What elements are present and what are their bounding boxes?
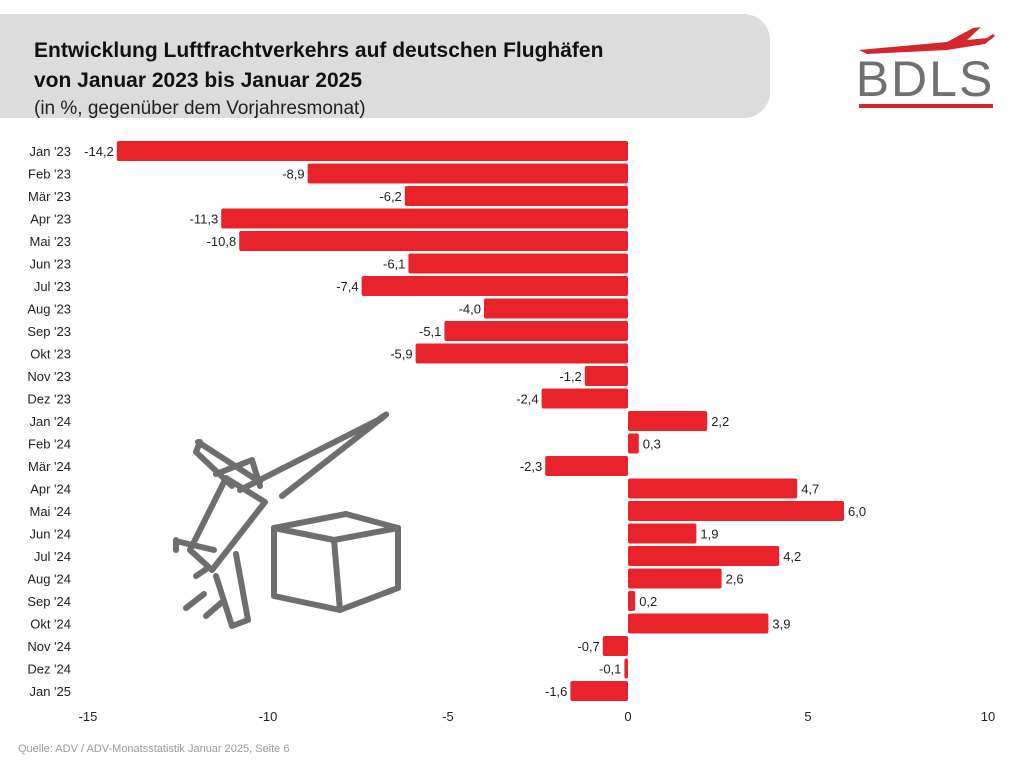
category-label: Apr '23 xyxy=(30,212,71,227)
value-label: -4,0 xyxy=(459,302,481,317)
bar xyxy=(221,208,628,229)
bar xyxy=(584,366,628,386)
value-label: -0,7 xyxy=(577,639,599,654)
bar xyxy=(570,681,628,701)
bar xyxy=(628,478,798,499)
value-label: -1,2 xyxy=(559,369,581,384)
chart-title-line-2: von Januar 2023 bis Januar 2025 xyxy=(34,69,363,92)
category-label: Sep '23 xyxy=(27,324,71,339)
category-label: Aug '24 xyxy=(27,572,71,587)
chart-title: Entwicklung Luftfrachtverkehrs auf deuts… xyxy=(34,36,603,96)
bar-chart: Jan '23 -14,2 Feb '23 -8,9 Mär '23 -6,2 Apr '2… xyxy=(27,141,996,724)
airplane-icon xyxy=(859,27,995,54)
value-label: -10,8 xyxy=(207,234,237,249)
category-label: Okt '23 xyxy=(30,347,71,362)
bdls-logo: BDLS xyxy=(856,27,995,108)
category-label: Jan '24 xyxy=(29,414,71,429)
source-note: Quelle: ADV / ADV-Monatsstatistik Januar… xyxy=(18,743,290,755)
value-label: -2,4 xyxy=(516,392,538,407)
bar xyxy=(116,141,629,161)
chart-title-line-1: Entwicklung Luftfrachtverkehrs auf deuts… xyxy=(34,39,604,62)
bar xyxy=(628,501,844,521)
header-panel: Entwicklung Luftfrachtverkehrs auf deuts… xyxy=(0,14,770,119)
value-label: 0,3 xyxy=(643,437,661,452)
category-label: Nov '24 xyxy=(27,639,71,654)
x-tick-label: -5 xyxy=(442,709,454,724)
category-label: Mär '23 xyxy=(28,189,71,204)
category-label: Apr '24 xyxy=(30,482,71,497)
logo-text: BDLS xyxy=(856,51,995,107)
bar xyxy=(628,591,636,611)
x-tick-label: 10 xyxy=(981,709,995,724)
bar xyxy=(628,523,697,544)
value-label: 4,2 xyxy=(783,549,801,564)
value-label: 0,2 xyxy=(639,594,657,609)
category-label: Feb '23 xyxy=(28,167,71,182)
bar xyxy=(307,163,628,184)
value-label: 4,7 xyxy=(801,482,819,497)
value-label: -11,3 xyxy=(190,212,219,227)
category-label: Dez '24 xyxy=(27,662,71,677)
value-label: -2,3 xyxy=(520,459,542,474)
chart-subtitle: (in %, gegenüber dem Vorjahresmonat) xyxy=(34,98,366,119)
value-label: -5,9 xyxy=(390,347,412,362)
value-label: 3,9 xyxy=(772,617,790,632)
bar xyxy=(628,613,769,634)
logo-underline xyxy=(859,104,993,108)
bar xyxy=(444,321,628,341)
value-label: 6,0 xyxy=(848,504,866,519)
value-label: -6,2 xyxy=(379,189,401,204)
value-label: -0,1 xyxy=(599,662,621,677)
category-label: Jul '24 xyxy=(34,549,71,564)
value-label: -8,9 xyxy=(282,167,304,182)
value-label: -6,1 xyxy=(383,257,405,272)
bar xyxy=(484,298,628,319)
value-label: -1,6 xyxy=(545,684,567,699)
category-label: Jul '23 xyxy=(34,279,71,294)
bar xyxy=(545,456,628,476)
x-tick-label: -15 xyxy=(79,709,98,724)
category-label: Aug '23 xyxy=(27,302,71,317)
x-tick-label: 0 xyxy=(624,709,631,724)
bar xyxy=(602,636,628,656)
bars-layer: Jan '23 -14,2 Feb '23 -8,9 Mär '23 -6,2 Apr '2… xyxy=(27,141,866,701)
bar xyxy=(628,568,722,589)
airplane-with-package-icon xyxy=(173,411,401,629)
value-label: 1,9 xyxy=(700,527,718,542)
value-label: -7,4 xyxy=(336,279,358,294)
bar xyxy=(404,186,628,206)
value-label: -14,2 xyxy=(84,144,114,159)
bar xyxy=(415,343,628,364)
bar xyxy=(628,433,639,454)
bar xyxy=(541,388,628,409)
value-label: 2,6 xyxy=(726,572,744,587)
category-label: Feb '24 xyxy=(28,437,71,452)
bar xyxy=(361,276,628,296)
bar xyxy=(239,231,628,251)
bar xyxy=(624,658,628,679)
bar xyxy=(408,253,628,274)
x-tick-label: -10 xyxy=(259,709,278,724)
category-label: Jan '25 xyxy=(29,684,71,699)
x-axis: -15 -10 -5 0 5 10 xyxy=(79,709,996,724)
category-label: Nov '23 xyxy=(27,369,71,384)
category-label: Jan '23 xyxy=(29,144,71,159)
category-label: Mai '23 xyxy=(29,234,71,249)
value-label: 2,2 xyxy=(711,414,729,429)
category-label: Okt '24 xyxy=(30,617,71,632)
bar xyxy=(628,546,780,566)
bar xyxy=(628,411,708,431)
value-label: -5,1 xyxy=(419,324,441,339)
category-label: Dez '23 xyxy=(27,392,71,407)
category-label: Sep '24 xyxy=(27,594,71,609)
category-label: Jun '23 xyxy=(29,257,71,272)
x-tick-label: 5 xyxy=(804,709,811,724)
category-label: Jun '24 xyxy=(29,527,71,542)
category-label: Mai '24 xyxy=(29,504,71,519)
category-label: Mär '24 xyxy=(28,459,71,474)
